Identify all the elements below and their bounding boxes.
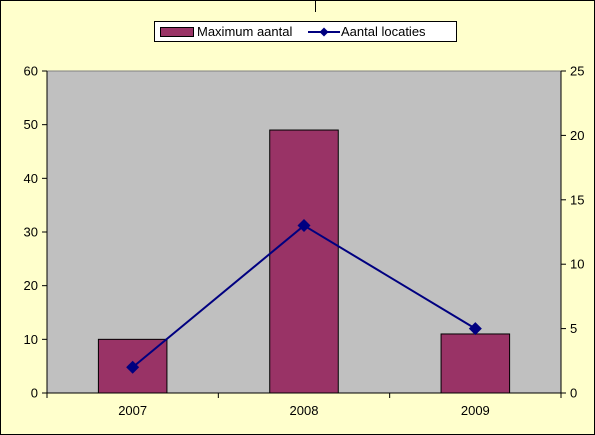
legend-label-maximum-aantal: Maximum aantal [197, 24, 293, 39]
y-right-tick-label: 20 [570, 128, 584, 143]
y-left-tick-label: 50 [24, 117, 38, 132]
y-left-tick-label: 0 [31, 386, 38, 401]
y-right-tick-label: 25 [570, 64, 584, 79]
y-left-tick-label: 20 [24, 278, 38, 293]
x-tick-label-2007: 2007 [118, 403, 147, 418]
axes: 0 10 20 30 40 50 60 0 5 10 15 20 25 2007 2008 2009 [24, 64, 585, 419]
top-tick-mark [315, 0, 316, 12]
line-series-aantal-locaties [126, 219, 482, 374]
line-marker-2007 [126, 360, 140, 374]
y-right-tick-label: 10 [570, 257, 584, 272]
legend-bar-swatch [160, 27, 194, 37]
y-left-tick-label: 40 [24, 171, 38, 186]
x-tick-label-2008: 2008 [290, 403, 319, 418]
legend: Maximum aantal Aantal locaties [154, 21, 457, 42]
bar-2008 [269, 129, 339, 394]
legend-line-swatch [308, 27, 340, 37]
line-marker-2009 [468, 322, 482, 336]
x-tick-label-2009: 2009 [461, 403, 490, 418]
y-left-tick-label: 30 [24, 225, 38, 240]
y-right-tick-label: 15 [570, 192, 584, 207]
legend-label-aantal-locaties: Aantal locaties [341, 24, 426, 39]
y-right-tick-label: 5 [570, 321, 577, 336]
y-left-tick-label: 10 [24, 332, 38, 347]
line-marker-2008 [297, 219, 311, 233]
y-right-tick-label: 0 [570, 386, 577, 401]
bar-2009 [440, 333, 511, 394]
y-left-tick-label: 60 [24, 64, 38, 79]
